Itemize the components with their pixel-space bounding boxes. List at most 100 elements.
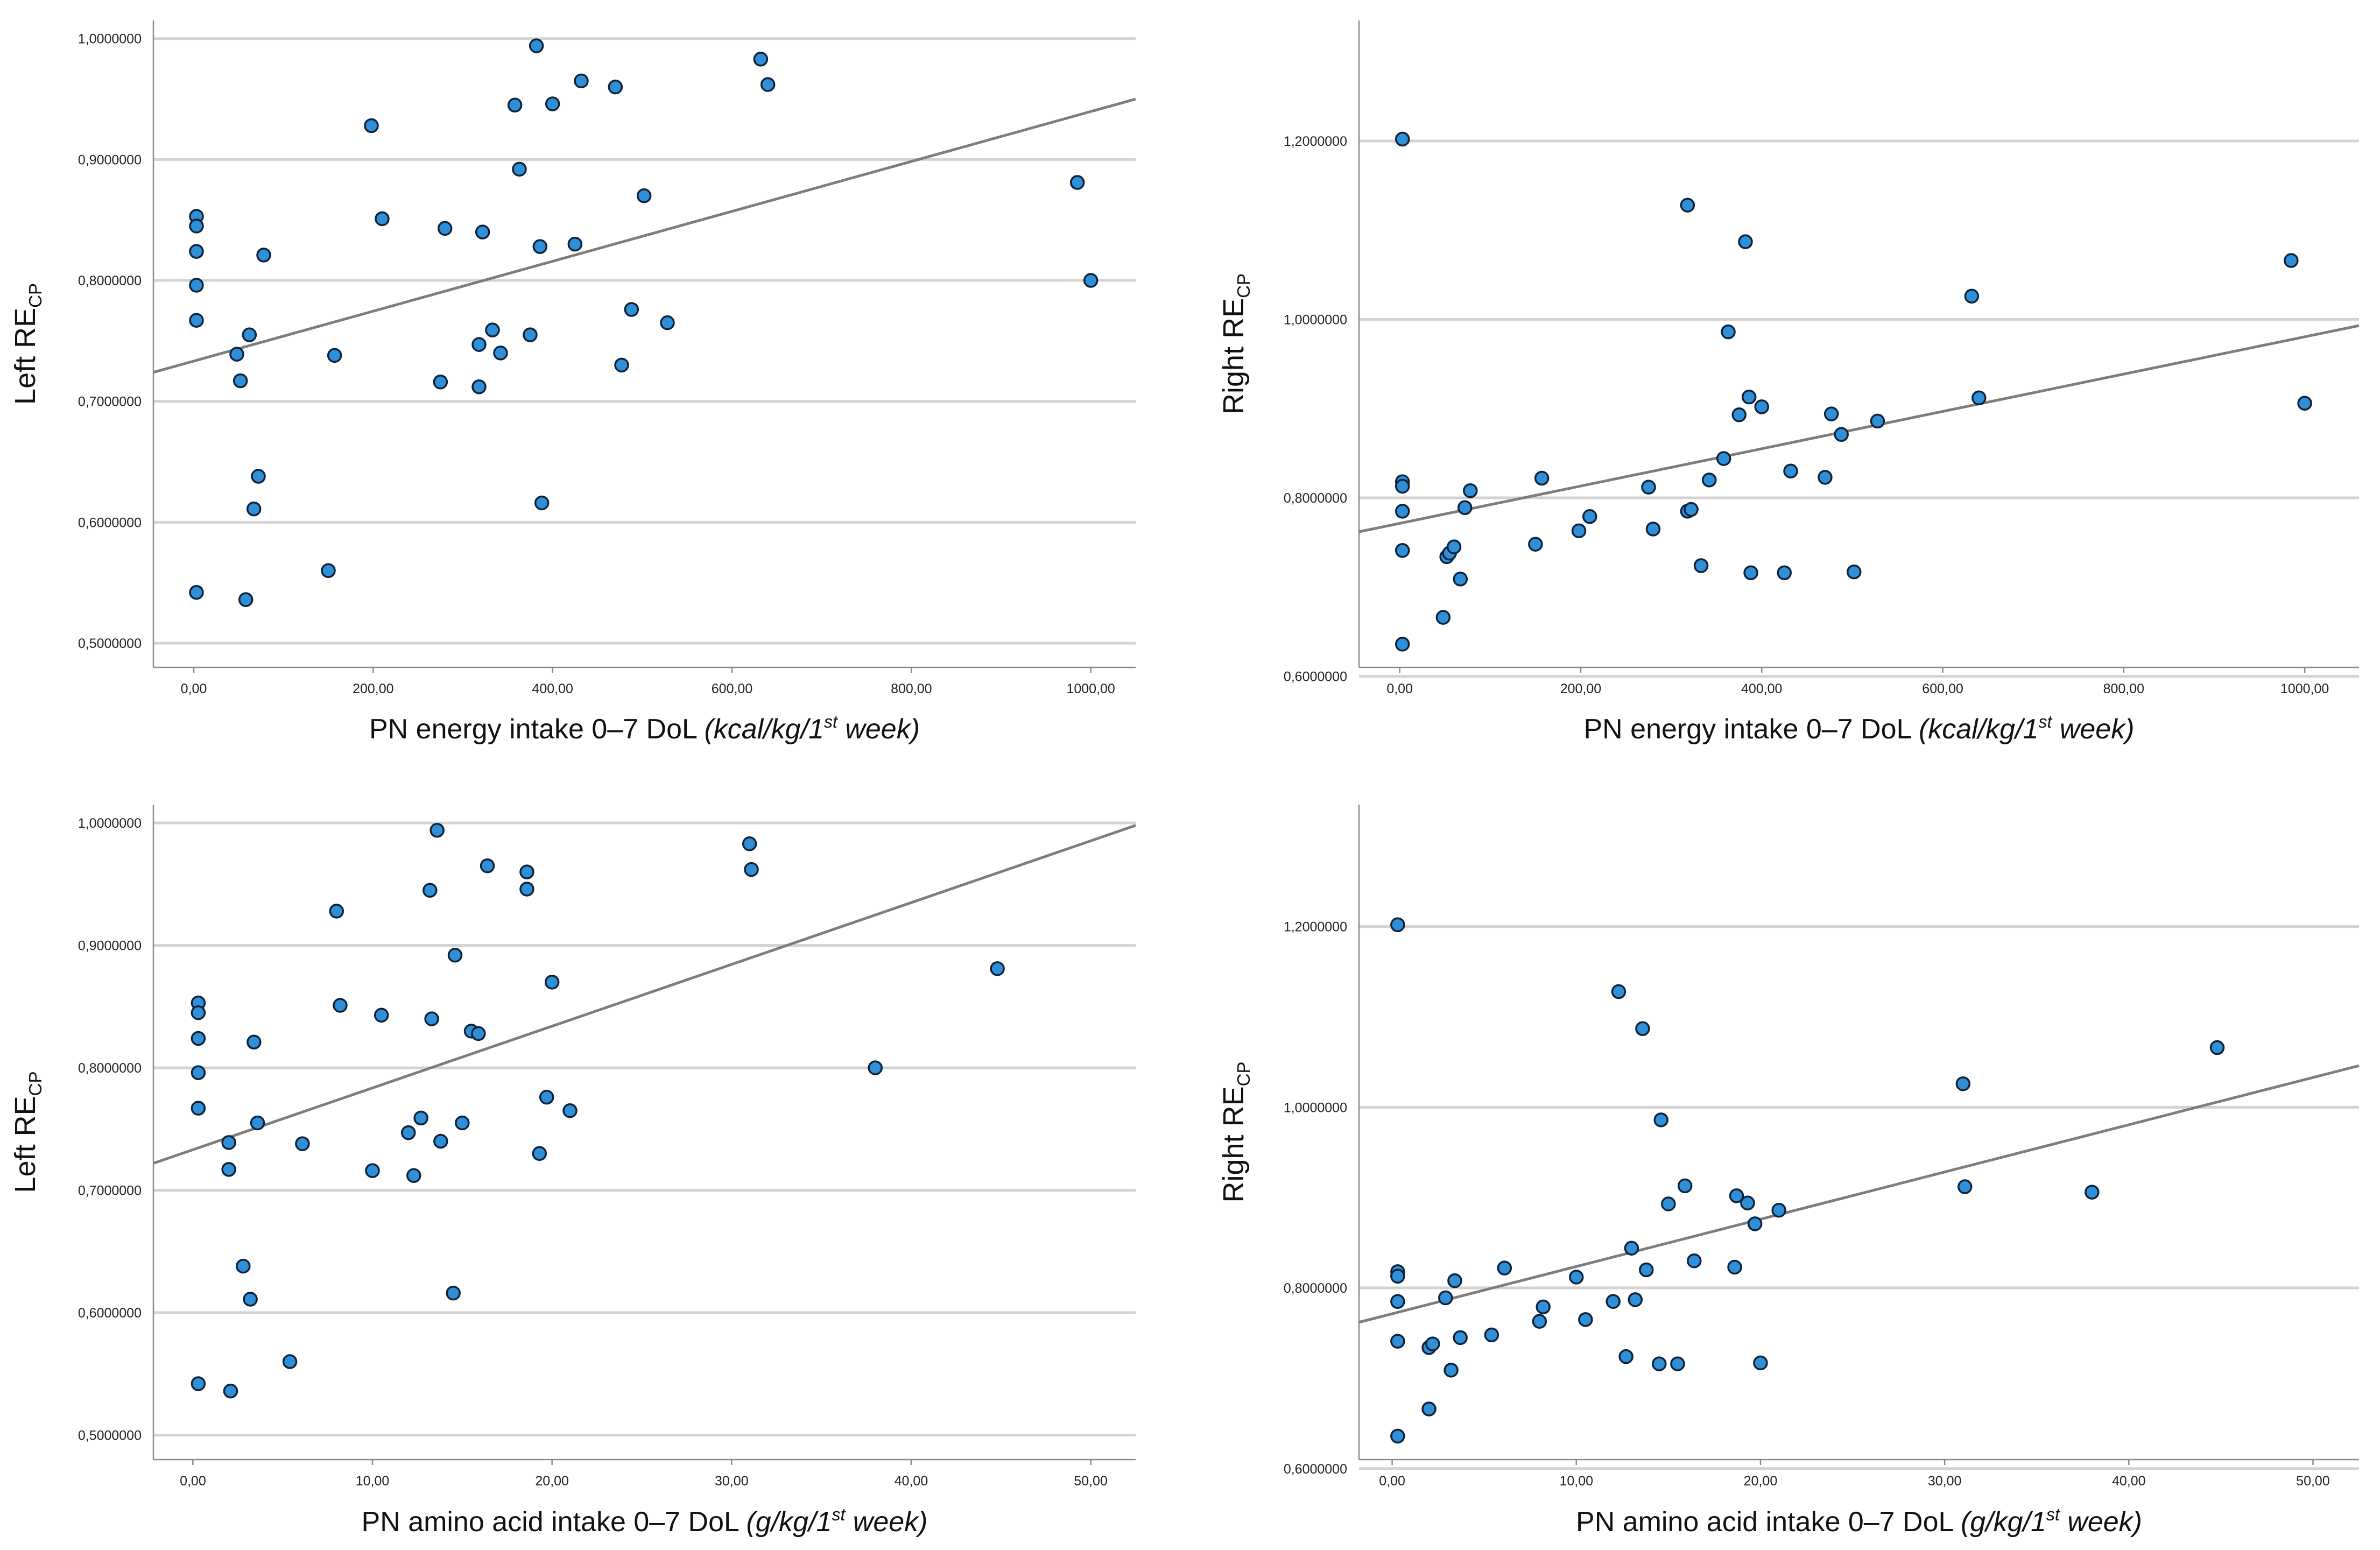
scatter-point bbox=[1395, 478, 1410, 494]
x-axis-label-unit-end: week) bbox=[2060, 1506, 2142, 1538]
scatter-point bbox=[544, 975, 560, 990]
scatter-point bbox=[1870, 413, 1885, 429]
scatter-point bbox=[868, 1060, 883, 1075]
scatter-point bbox=[1701, 473, 1717, 488]
x-tick-label: 200,00 bbox=[353, 681, 393, 696]
x-tick-label: 400,00 bbox=[1741, 681, 1782, 696]
fit-line bbox=[1358, 324, 2360, 533]
y-axis-label: Left RECP bbox=[9, 1072, 45, 1193]
x-tick-label: 600,00 bbox=[1922, 681, 1963, 696]
scatter-point bbox=[574, 73, 589, 89]
scatter-point bbox=[282, 1354, 298, 1369]
y-tick-label: 0,7000000 bbox=[78, 1183, 142, 1199]
scatter-point bbox=[1693, 558, 1709, 573]
scatter-point bbox=[1684, 502, 1699, 517]
scatter-point bbox=[251, 469, 266, 484]
scatter-point bbox=[2209, 1040, 2225, 1055]
scatter-point bbox=[1727, 1259, 1742, 1275]
scatter-point bbox=[242, 327, 257, 342]
scatter-point bbox=[1395, 504, 1410, 519]
x-axis-label: PN amino acid intake 0–7 DoL (g/kg/1st w… bbox=[362, 1505, 928, 1538]
scatter-point bbox=[229, 347, 244, 362]
scatter-point bbox=[1582, 509, 1597, 524]
scatter-point bbox=[493, 346, 508, 361]
x-axis-label-superscript: st bbox=[832, 1505, 846, 1524]
scatter-point bbox=[365, 1163, 380, 1178]
y-axis-label-main: Right RE bbox=[1217, 1086, 1250, 1202]
x-axis-label-unit-end: week) bbox=[2052, 714, 2134, 745]
scatter-point bbox=[1771, 1202, 1786, 1218]
x-axis-label-unit: (g/kg/1 bbox=[1961, 1506, 2046, 1538]
y-tick-label: 0,7000000 bbox=[78, 394, 142, 410]
scatter-point bbox=[374, 1008, 389, 1023]
scatter-point bbox=[2297, 396, 2312, 411]
scatter-point bbox=[191, 1005, 206, 1020]
scatter-point bbox=[471, 337, 487, 352]
y-tick-label: 1,0000000 bbox=[78, 32, 142, 47]
scatter-point bbox=[1390, 1428, 1405, 1444]
chart-panel-1: 0,5000000 0,6000000 0,7000000 0,8000000 0,90… bbox=[9, 20, 1136, 745]
scatter-point bbox=[413, 1110, 428, 1126]
scatter-point bbox=[1721, 324, 1736, 340]
scatter-point bbox=[433, 375, 448, 390]
scatter-point bbox=[424, 1011, 439, 1026]
scatter-point bbox=[406, 1168, 421, 1183]
scatter-point bbox=[447, 948, 463, 963]
scatter-point bbox=[1534, 470, 1550, 486]
x-tick-label: 0,00 bbox=[181, 681, 207, 696]
scatter-point bbox=[327, 348, 342, 363]
scatter-point bbox=[191, 1065, 206, 1080]
scatter-point bbox=[1571, 523, 1587, 539]
x-axis-label-unit-end: week) bbox=[845, 1506, 927, 1538]
scatter-point bbox=[1740, 1195, 1755, 1211]
x-tick-label: 40,00 bbox=[895, 1474, 928, 1489]
x-tick-label: 10,00 bbox=[356, 1474, 390, 1489]
x-tick-label: 20,00 bbox=[535, 1474, 569, 1489]
scatter-point bbox=[191, 1031, 206, 1046]
scatter-point bbox=[1747, 1216, 1763, 1231]
x-tick-label: 1000,00 bbox=[2280, 681, 2329, 696]
scatter-point bbox=[1536, 1299, 1551, 1315]
scatter-point bbox=[519, 864, 534, 879]
scatter-point bbox=[1641, 480, 1656, 495]
scatter-point bbox=[1390, 1294, 1405, 1309]
y-axis-label-main: Left RE bbox=[9, 308, 41, 405]
scatter-point bbox=[534, 495, 550, 511]
scatter-point bbox=[1964, 288, 1980, 304]
x-tick-label: 50,00 bbox=[1074, 1474, 1108, 1489]
x-axis-label: PN energy intake 0–7 DoL (kcal/kg/1st we… bbox=[369, 712, 920, 745]
x-axis-label-unit: (g/kg/1 bbox=[746, 1506, 832, 1538]
scatter-point bbox=[1753, 1355, 1768, 1371]
scatter-point bbox=[1971, 390, 1987, 406]
y-axis-label-main: Right RE bbox=[1217, 298, 1250, 414]
x-axis-label-main: PN amino acid intake 0–7 DoL bbox=[1576, 1506, 1961, 1538]
scatter-point bbox=[744, 862, 759, 877]
y-tick-label: 1,2000000 bbox=[1284, 920, 1347, 935]
scatter-point bbox=[1783, 463, 1798, 479]
scatter-point bbox=[1395, 131, 1410, 147]
scatter-point bbox=[429, 823, 445, 838]
scatter-point bbox=[1687, 1253, 1702, 1269]
x-axis-label-superscript: st bbox=[2046, 1505, 2060, 1524]
x-axis-label-superscript: st bbox=[2038, 712, 2052, 731]
scatter-point bbox=[1661, 1196, 1676, 1211]
scatter-point bbox=[1497, 1260, 1512, 1276]
scatter-point bbox=[532, 239, 548, 254]
y-axis-label: Right RECP bbox=[1217, 273, 1254, 414]
scatter-point bbox=[1639, 1262, 1654, 1278]
y-tick-label: 0,5000000 bbox=[78, 636, 142, 651]
scatter-point bbox=[236, 1258, 251, 1274]
x-tick-label: 0,00 bbox=[1379, 1474, 1405, 1489]
scatter-point bbox=[471, 379, 487, 394]
x-tick-label: 10,00 bbox=[1559, 1474, 1593, 1489]
y-tick-label: 0,9000000 bbox=[78, 939, 142, 954]
scatter-point bbox=[1390, 1334, 1405, 1349]
y-axis-label-subscript: CP bbox=[1234, 273, 1254, 298]
scatter-point bbox=[1741, 389, 1757, 405]
scatter-point bbox=[608, 79, 623, 95]
scatter-point bbox=[295, 1136, 310, 1151]
fit-line bbox=[1358, 1064, 2360, 1324]
scatter-point bbox=[480, 858, 495, 873]
scatter-point bbox=[523, 327, 538, 342]
